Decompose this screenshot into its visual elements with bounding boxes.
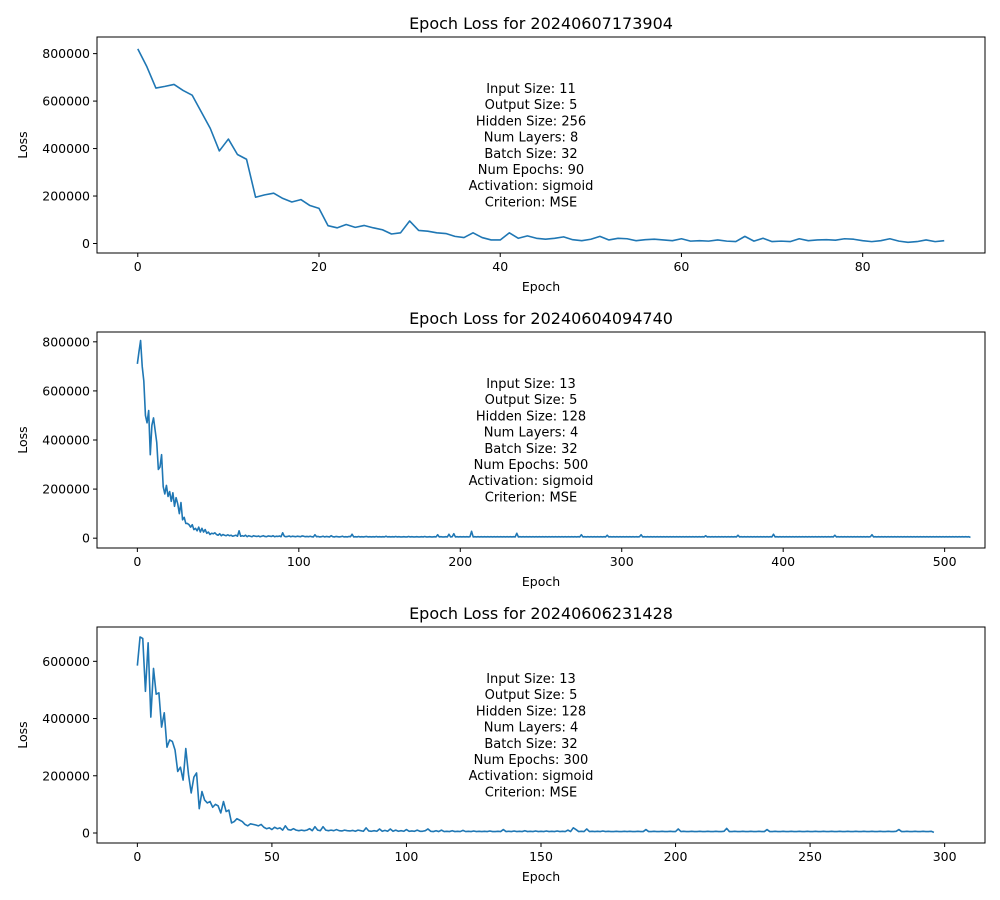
- y-tick-label: 800000: [42, 46, 90, 61]
- x-tick-label: 100: [287, 554, 311, 569]
- annotation-line: Num Layers: 4: [484, 426, 579, 441]
- x-tick-label: 0: [134, 259, 142, 274]
- x-tick-label: 20: [311, 259, 327, 274]
- annotation-line: Criterion: MSE: [485, 785, 577, 800]
- annotation-line: Criterion: MSE: [485, 195, 577, 210]
- annotation-line: Output Size: 5: [485, 393, 578, 408]
- x-axis-label: Epoch: [522, 869, 560, 884]
- y-tick-label: 0: [82, 531, 90, 546]
- annotation-line: Batch Size: 32: [484, 737, 577, 752]
- y-tick-label: 400000: [42, 433, 90, 448]
- annotation-line: Num Layers: 8: [484, 131, 579, 146]
- x-axis-label: Epoch: [522, 279, 560, 294]
- y-axis-label: Loss: [15, 131, 30, 158]
- x-tick-label: 150: [529, 849, 553, 864]
- x-tick-label: 80: [855, 259, 871, 274]
- annotation-line: Hidden Size: 128: [476, 704, 586, 719]
- x-tick-label: 250: [798, 849, 822, 864]
- y-tick-label: 400000: [42, 141, 90, 156]
- y-tick-label: 200000: [42, 482, 90, 497]
- y-tick-label: 800000: [42, 334, 90, 349]
- annotation-line: Activation: sigmoid: [469, 474, 594, 489]
- x-tick-label: 60: [673, 259, 689, 274]
- y-axis-label: Loss: [15, 721, 30, 748]
- annotation-line: Batch Size: 32: [484, 442, 577, 457]
- series-line-1: [136, 339, 971, 539]
- chart-title: Epoch Loss for 20240604094740: [409, 309, 673, 328]
- annotation-line: Output Size: 5: [485, 98, 578, 113]
- annotation-line: Input Size: 13: [486, 672, 576, 687]
- x-tick-label: 0: [133, 554, 141, 569]
- subplot-2: Epoch Loss for 20240604094740 0 100 200 300 4…: [15, 309, 986, 589]
- annotation-line: Output Size: 5: [485, 688, 578, 703]
- x-axis-label: Epoch: [522, 574, 560, 589]
- chart-title: Epoch Loss for 20240606231428: [409, 604, 673, 623]
- x-tick-label: 50: [264, 849, 280, 864]
- annotation-line: Activation: sigmoid: [469, 769, 594, 784]
- x-tick-label: 500: [933, 554, 957, 569]
- axes-frame: [96, 36, 986, 254]
- annotation-line: Criterion: MSE: [485, 490, 577, 505]
- x-tick-label: 200: [664, 849, 688, 864]
- annotation-line: Input Size: 11: [486, 82, 576, 97]
- y-tick-label: 600000: [42, 94, 90, 109]
- x-tick-label: 100: [395, 849, 419, 864]
- subplots: Epoch Loss for 20240607173904 0 20 40 60 80 0 2…: [15, 14, 986, 884]
- y-tick-label: 200000: [42, 189, 90, 204]
- annotation-line: Num Epochs: 300: [474, 753, 589, 768]
- y-tick-label: 600000: [42, 654, 90, 669]
- x-tick-label: 40: [492, 259, 508, 274]
- series-line-1: [137, 48, 945, 244]
- x-tick-label: 300: [610, 554, 634, 569]
- annotation-line: Hidden Size: 256: [476, 114, 586, 129]
- x-tick-label: 0: [133, 849, 141, 864]
- annotation-line: Input Size: 13: [486, 377, 576, 392]
- annotation-line: Num Epochs: 90: [478, 163, 584, 178]
- chart-title: Epoch Loss for 20240607173904: [409, 14, 673, 33]
- subplot-3: Epoch Loss for 20240606231428 0 50 100 150 20…: [15, 604, 986, 884]
- annotation-line: Hidden Size: 128: [476, 409, 586, 424]
- x-tick-label: 400: [771, 554, 795, 569]
- annotation-line: Num Epochs: 500: [474, 458, 589, 473]
- y-tick-label: 0: [82, 825, 90, 840]
- y-tick-label: 0: [82, 236, 90, 251]
- series-line-1: [136, 636, 935, 834]
- y-tick-label: 400000: [42, 711, 90, 726]
- y-axis-label: Loss: [15, 426, 30, 453]
- y-tick-label: 600000: [42, 383, 90, 398]
- annotation-line: Batch Size: 32: [484, 147, 577, 162]
- x-tick-label: 200: [448, 554, 472, 569]
- annotation-line: Activation: sigmoid: [469, 179, 594, 194]
- annotation-line: Num Layers: 4: [484, 721, 579, 736]
- subplot-1: Epoch Loss for 20240607173904 0 20 40 60 80 0 2…: [15, 14, 986, 294]
- y-tick-label: 200000: [42, 768, 90, 783]
- x-tick-label: 300: [933, 849, 957, 864]
